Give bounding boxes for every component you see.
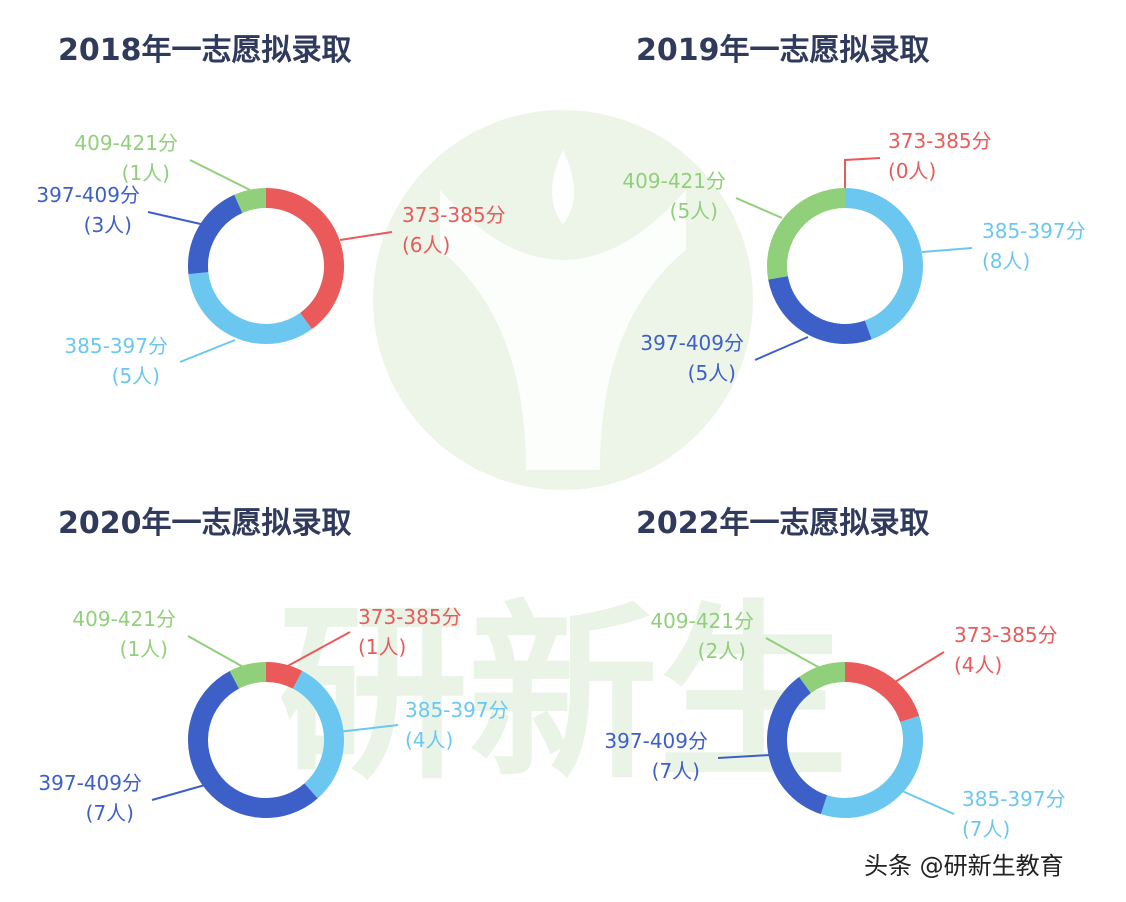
leader-line	[337, 724, 399, 733]
slice-count-label: (1人)	[120, 637, 168, 661]
slice-range-label: 385-397分	[64, 334, 168, 358]
slice-count-label: (5人)	[688, 361, 736, 385]
donut-slice-red	[265, 188, 344, 330]
chart-title-2020: 2020年一志愿拟录取	[58, 506, 352, 541]
donut-slice-lightblue	[820, 715, 923, 818]
slice-range-label: 373-385分	[402, 203, 506, 227]
donut-slice-green	[799, 662, 846, 694]
watermark-logo	[373, 110, 753, 490]
slice-range-label: 397-409分	[38, 771, 142, 795]
slice-range-label: 397-409分	[640, 331, 744, 355]
donut-slice-lightblue	[292, 670, 344, 799]
chart-title-2022: 2022年一志愿拟录取	[636, 506, 930, 541]
leader-line	[179, 339, 236, 363]
slice-count-label: (7人)	[86, 801, 134, 825]
slice-range-label: 373-385分	[358, 605, 462, 629]
slice-count-label: (7人)	[962, 817, 1010, 841]
donut-slice-darkblue	[188, 194, 243, 275]
donut-slice-red	[844, 662, 920, 723]
watermark-text: 研新生	[278, 584, 848, 805]
slice-range-label: 397-409分	[604, 729, 708, 753]
donut-chart-3: 373-385分 (4人) 385-397分 (7人) 397-409分 (7人) 409-…	[604, 609, 1065, 841]
leader-line	[844, 157, 881, 190]
slice-count-label: (5人)	[112, 364, 160, 388]
slice-count-label: (8人)	[982, 249, 1030, 273]
donut-slice-green	[767, 188, 846, 280]
leader-line	[735, 197, 783, 219]
donut-slice-lightblue	[844, 188, 923, 340]
slice-range-label: 397-409分	[36, 183, 140, 207]
chart-title-2018: 2018年一志愿拟录取	[58, 33, 352, 68]
slice-count-label: (4人)	[954, 653, 1002, 677]
leader-line	[189, 159, 251, 191]
leader-line	[921, 247, 973, 253]
slice-range-label: 409-421分	[72, 607, 176, 631]
donut-slice-darkblue	[767, 676, 828, 815]
leader-line	[717, 754, 771, 759]
slice-range-label: 373-385分	[888, 129, 992, 153]
slice-range-label: 385-397分	[962, 787, 1066, 811]
slice-count-label: (1人)	[358, 635, 406, 659]
donut-slice-green	[234, 188, 267, 214]
leader-line	[765, 637, 821, 669]
slice-count-label: (6人)	[402, 233, 450, 257]
donut-chart-2: 373-385分 (1人) 385-397分 (4人) 397-409分 (7人) 409-…	[38, 605, 508, 825]
slice-count-label: (7人)	[652, 759, 700, 783]
source-credit: 头条 @研新生教育	[864, 852, 1064, 880]
donut-chart-0: 373-385分 (6人) 385-397分 (5人) 397-409分 (3人) 409-…	[36, 131, 505, 388]
leader-line	[889, 651, 945, 686]
slice-range-label: 409-421分	[650, 609, 754, 633]
slice-count-label: (0人)	[888, 159, 936, 183]
donut-chart-1: 373-385分 (0人) 385-397分 (8人) 397-409分 (5人) 409-…	[622, 129, 1085, 385]
slice-count-label: (4人)	[405, 728, 453, 752]
donut-slice-lightblue	[188, 271, 312, 344]
slice-range-label: 373-385分	[954, 623, 1058, 647]
slice-count-label: (3人)	[84, 213, 132, 237]
donut-slice-red	[265, 662, 303, 689]
leader-line	[283, 631, 351, 669]
leader-line	[151, 784, 206, 801]
slice-range-label: 385-397分	[405, 698, 509, 722]
slice-count-label: (1人)	[122, 161, 170, 185]
donut-slice-darkblue	[768, 275, 872, 344]
slice-range-label: 385-397分	[982, 219, 1086, 243]
donut-slice-darkblue	[188, 670, 318, 818]
leader-line	[187, 635, 246, 669]
leader-line	[899, 789, 955, 815]
leader-line	[339, 231, 393, 241]
slice-range-label: 409-421分	[74, 131, 178, 155]
slice-range-label: 409-421分	[622, 169, 726, 193]
slice-count-label: (2人)	[698, 639, 746, 663]
slice-count-label: (5人)	[670, 199, 718, 223]
leader-line	[147, 211, 206, 226]
chart-title-2019: 2019年一志愿拟录取	[636, 33, 930, 68]
leader-line	[754, 336, 809, 361]
donut-slice-green	[229, 662, 267, 689]
